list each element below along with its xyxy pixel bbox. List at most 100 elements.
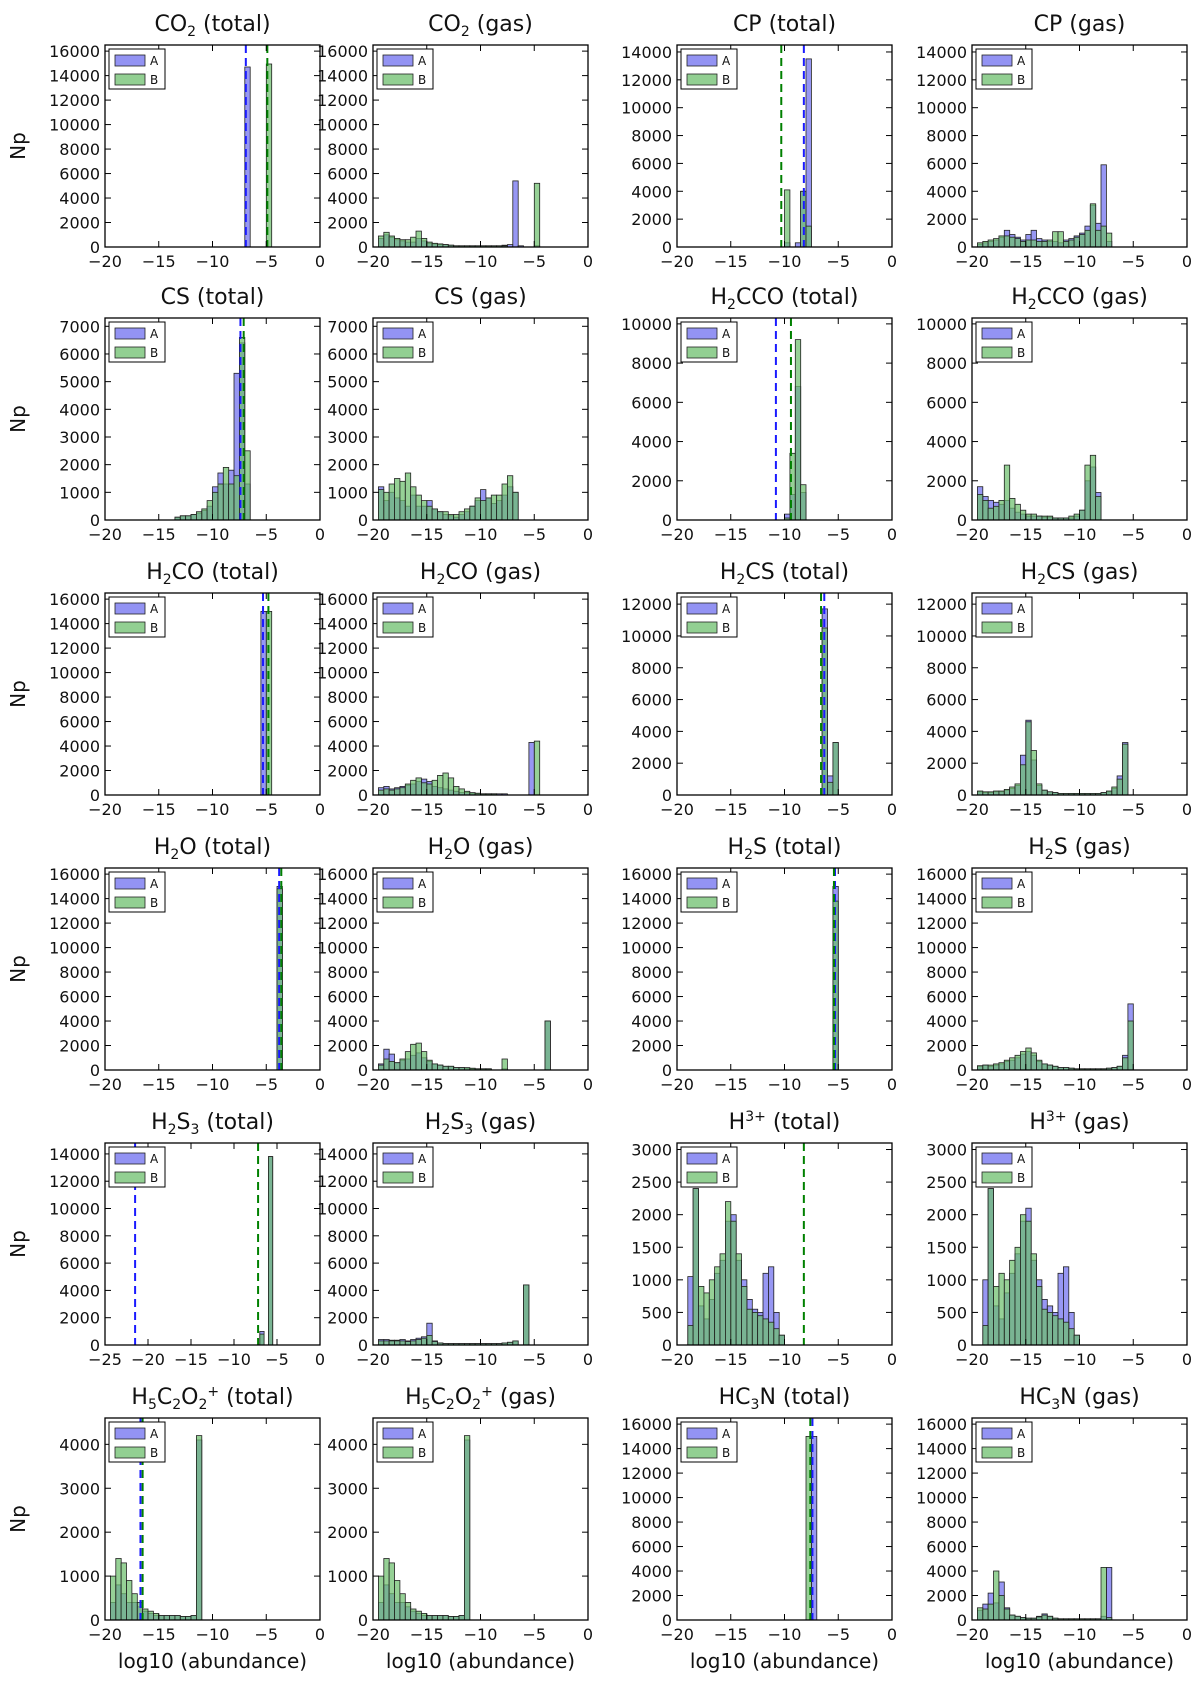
bar-b [987, 507, 994, 521]
bar-b [431, 508, 438, 521]
legend-label: B [418, 621, 426, 635]
x-tick-label: −5 [254, 252, 278, 271]
bar-b [1046, 1064, 1054, 1071]
legend-swatch-b [382, 1446, 414, 1459]
x-tick-label: −20 [955, 525, 989, 544]
legend: AB [108, 1146, 166, 1188]
bar-b [163, 1615, 170, 1621]
y-tick-label: 14000 [916, 43, 967, 62]
bars [687, 1188, 785, 1346]
bars [377, 740, 541, 796]
bar-b [388, 235, 395, 248]
bar-b [410, 1608, 417, 1621]
bar-b [501, 1058, 508, 1071]
legend-label: B [150, 896, 158, 910]
bar-b [377, 1575, 385, 1621]
y-tick-label: 12000 [49, 91, 100, 110]
x-tick-label: −15 [714, 1350, 748, 1369]
legend: AB [680, 321, 738, 363]
legend-swatch-a [114, 877, 146, 890]
legend-swatch-b [382, 621, 414, 634]
y-tick-label: 10000 [317, 664, 368, 683]
bar-b [1030, 750, 1037, 796]
bar-b [708, 1279, 716, 1346]
y-tick-label: 4000 [327, 737, 368, 756]
bar-b [420, 782, 428, 796]
bar-b [1020, 240, 1027, 248]
x-tick-label: −5 [254, 525, 278, 544]
legend-label: B [1017, 621, 1025, 635]
x-tick-label: −15 [1009, 1075, 1043, 1094]
legend-label: A [1017, 602, 1026, 616]
bar-b [404, 472, 412, 521]
y-tick-label: 0 [957, 511, 967, 530]
panel-title: HC3N (total) [719, 1385, 851, 1413]
y-tick-label: 0 [662, 238, 672, 257]
x-tick-label: −10 [464, 252, 498, 271]
bar-b [1020, 1214, 1027, 1346]
bar-b [426, 783, 433, 796]
legend: AB [975, 871, 1033, 913]
bar-b [458, 788, 465, 796]
bar-b [388, 1061, 395, 1071]
y-tick-label: 0 [662, 511, 672, 530]
x-tick-label: −5 [826, 252, 850, 271]
y-tick-label: 8000 [631, 963, 672, 982]
bar-b [998, 235, 1005, 248]
legend-swatch-a [981, 54, 1013, 67]
y-tick-label: 16000 [49, 865, 100, 884]
x-tick-label: −20 [955, 1075, 989, 1094]
bars [377, 1020, 551, 1071]
y-tick-label: 2000 [59, 1037, 100, 1056]
y-tick-label: 0 [957, 786, 967, 805]
y-tick-label: 0 [358, 1611, 368, 1630]
legend-label: B [418, 1446, 426, 1460]
legend-swatch-a [382, 327, 414, 340]
y-tick-label: 2000 [926, 754, 967, 773]
bar-b [158, 1615, 165, 1621]
y-tick-label: 10000 [317, 1200, 368, 1219]
bar-b [714, 1266, 721, 1346]
legend-label: A [722, 1427, 731, 1441]
y-tick-label: 12000 [49, 1172, 100, 1191]
y-tick-label: 2000 [59, 762, 100, 781]
y-tick-label: 10000 [916, 99, 967, 118]
legend-swatch-b [114, 621, 146, 634]
legend-swatch-b [981, 1171, 1013, 1184]
legend-label: A [150, 602, 159, 616]
bar-b [1003, 789, 1011, 796]
histogram-panel: H2S3 (gas) −20 −15 −10 −5 0 0 2000 4000 6000 8000 1… [317, 1110, 593, 1369]
y-tick-label: 2000 [631, 1587, 672, 1606]
x-tick-label: −10 [1063, 1350, 1097, 1369]
x-tick-label: −20 [88, 1625, 122, 1644]
y-tick-label: 2000 [327, 1523, 368, 1542]
legend-swatch-a [114, 54, 146, 67]
bars [259, 1156, 274, 1346]
y-tick-label: 12000 [49, 914, 100, 933]
bar-b [410, 779, 417, 796]
y-tick-label: 10000 [621, 1489, 672, 1508]
x-tick-label: 0 [583, 1350, 593, 1369]
y-tick-label: 6000 [59, 713, 100, 732]
y-tick-label: 2000 [327, 1037, 368, 1056]
bar-b [1036, 1286, 1043, 1346]
x-tick-label: −20 [660, 1075, 694, 1094]
y-tick-label: 8000 [327, 963, 368, 982]
x-tick-label: −5 [1121, 525, 1145, 544]
x-axis-label: log10 (abundance) [690, 1649, 879, 1673]
legend-swatch-b [114, 1171, 146, 1184]
x-tick-label: −15 [714, 800, 748, 819]
x-tick-label: −10 [1063, 1625, 1097, 1644]
x-tick-label: −20 [88, 1075, 122, 1094]
bar-b [773, 1328, 780, 1346]
y-axis-label: Np [6, 1505, 30, 1533]
bar-b [993, 1286, 1000, 1346]
legend-swatch-b [382, 896, 414, 909]
legend-swatch-a [686, 1427, 718, 1440]
y-tick-label: 2000 [631, 472, 672, 491]
bar-b [437, 1615, 444, 1621]
x-tick-label: −10 [217, 1350, 251, 1369]
y-tick-label: 6000 [631, 1538, 672, 1557]
y-tick-label: 2000 [59, 456, 100, 475]
bar-b [993, 1063, 1000, 1071]
